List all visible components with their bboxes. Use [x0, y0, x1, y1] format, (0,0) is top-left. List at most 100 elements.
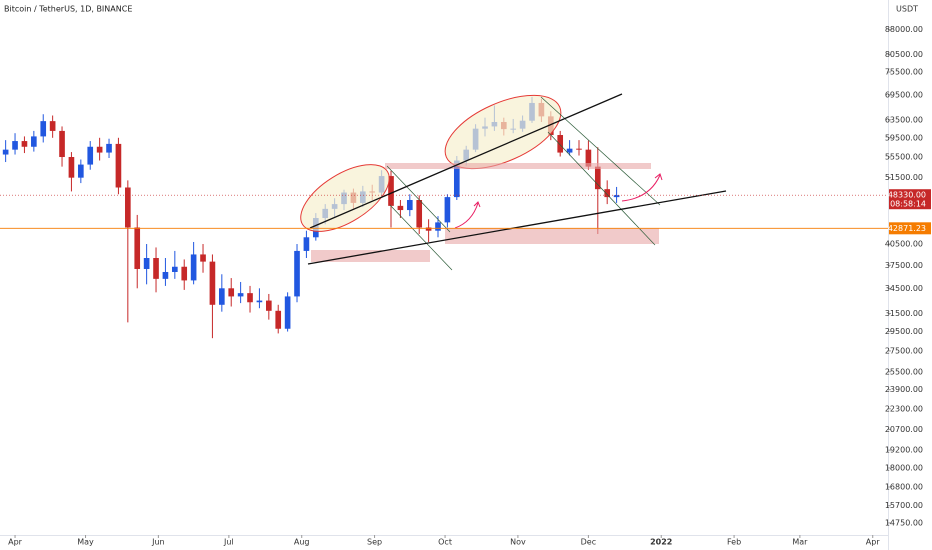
y-tick-label: 15700.00: [885, 501, 923, 510]
x-tick-label: Dec: [581, 538, 596, 547]
candle-body: [219, 288, 225, 305]
y-tick-label: 23900.00: [885, 385, 923, 394]
x-tick-label: Mar: [792, 538, 808, 547]
candle-body: [162, 271, 169, 279]
candle-body: [294, 250, 300, 297]
candle-body: [585, 149, 592, 167]
candle-body: [613, 195, 620, 198]
alert-label: 42871.23: [888, 224, 926, 233]
chart-title: Bitcoin / TetherUS, 1D, BINANCE: [4, 5, 132, 14]
y-tick-label: 18000.00: [885, 463, 923, 472]
y-tick-label: 31500.00: [885, 309, 923, 318]
x-tick-label: Sep: [367, 538, 382, 547]
candle-body: [181, 266, 188, 281]
candle-body: [576, 148, 582, 150]
y-tick-label: 59500.00: [885, 133, 923, 142]
candle-body: [2, 149, 9, 155]
candle-body: [284, 296, 291, 329]
x-tick-label: Apr: [866, 538, 881, 547]
y-tick-label: 80500.00: [885, 50, 923, 59]
y-tick-label: 63500.00: [885, 115, 923, 124]
x-tick-label: Feb: [727, 538, 741, 547]
y-tick-label: 20700.00: [885, 425, 923, 434]
channel-line: [386, 165, 451, 233]
support-zone: [311, 250, 430, 262]
candle-body: [557, 135, 564, 153]
y-tick-label: 34500.00: [885, 284, 923, 293]
candle-body: [237, 293, 244, 297]
y-tick-label: 27500.00: [885, 346, 923, 355]
candle-body: [40, 121, 47, 137]
x-tick-label: Jul: [223, 538, 234, 547]
candle-body: [406, 199, 413, 211]
candle-body: [68, 157, 75, 178]
candle-body: [78, 164, 84, 178]
x-tick-label: May: [77, 538, 94, 547]
support-zone: [445, 228, 659, 244]
y-tick-label: 37500.00: [885, 261, 923, 270]
arrow-head: [654, 173, 663, 181]
candle-body: [444, 197, 451, 223]
y-tick-label: 16800.00: [885, 483, 923, 492]
highlight-ellipse: [444, 94, 562, 170]
x-tick-label: Oct: [438, 538, 452, 547]
highlight-ellipse: [300, 164, 390, 232]
candle-body: [209, 261, 216, 305]
channel-line: [540, 96, 661, 206]
candle-body: [125, 187, 131, 228]
candle-body: [12, 141, 18, 150]
candle-body: [49, 121, 56, 131]
candle-body: [416, 199, 423, 228]
candle-body: [256, 300, 263, 303]
alert-box: [889, 222, 931, 235]
x-tick-label: Aug: [294, 538, 310, 547]
trend-line: [307, 190, 727, 265]
candle-body: [425, 227, 432, 231]
channel-line: [389, 204, 453, 271]
countdown-label: 08:58:14: [890, 200, 926, 209]
drawings: [300, 93, 727, 271]
candle-body: [604, 189, 611, 198]
candle-body: [59, 130, 65, 158]
candle-body: [143, 258, 150, 269]
y-tick-label: 14750.00: [885, 518, 923, 527]
candle-body: [397, 205, 404, 211]
candle-body: [303, 237, 310, 251]
arrow-head: [473, 201, 481, 208]
candle-body: [134, 227, 141, 269]
candle-body: [96, 146, 103, 153]
y-tick-label: 55500.00: [885, 153, 923, 162]
x-tick-label: Nov: [510, 538, 526, 547]
candle-body: [200, 254, 206, 262]
candle-body: [266, 300, 272, 311]
y-tick-label: 29500.00: [885, 327, 923, 336]
candle-body: [115, 143, 122, 188]
candle-body: [87, 146, 94, 165]
resistance-zone: [385, 163, 651, 169]
channel-line: [547, 131, 656, 246]
candle-body: [247, 293, 253, 303]
y-tick-label: 40500.00: [885, 240, 923, 249]
candle-body: [228, 288, 235, 297]
candle-body: [21, 141, 28, 147]
x-tick-label: Jun: [151, 538, 165, 547]
y-tick-label: 75500.00: [885, 68, 923, 77]
current-price-label: 48330.00: [888, 191, 926, 200]
x-tick-label: Apr: [8, 538, 23, 547]
candle-body: [190, 254, 197, 281]
candle-body: [435, 222, 441, 231]
trend-line: [309, 93, 623, 229]
arrow-curve: [621, 174, 661, 202]
y-tick-label: 19200.00: [885, 446, 923, 455]
candle-body: [566, 148, 573, 153]
current-price-box: [889, 189, 931, 210]
arrow-curve: [454, 202, 479, 229]
candle-body: [594, 166, 601, 190]
y-tick-label: 22300.00: [885, 404, 923, 413]
candle-body: [31, 136, 37, 147]
candle-body: [388, 176, 394, 206]
candle-body: [275, 310, 282, 329]
y-tick-label: 51500.00: [885, 173, 923, 182]
